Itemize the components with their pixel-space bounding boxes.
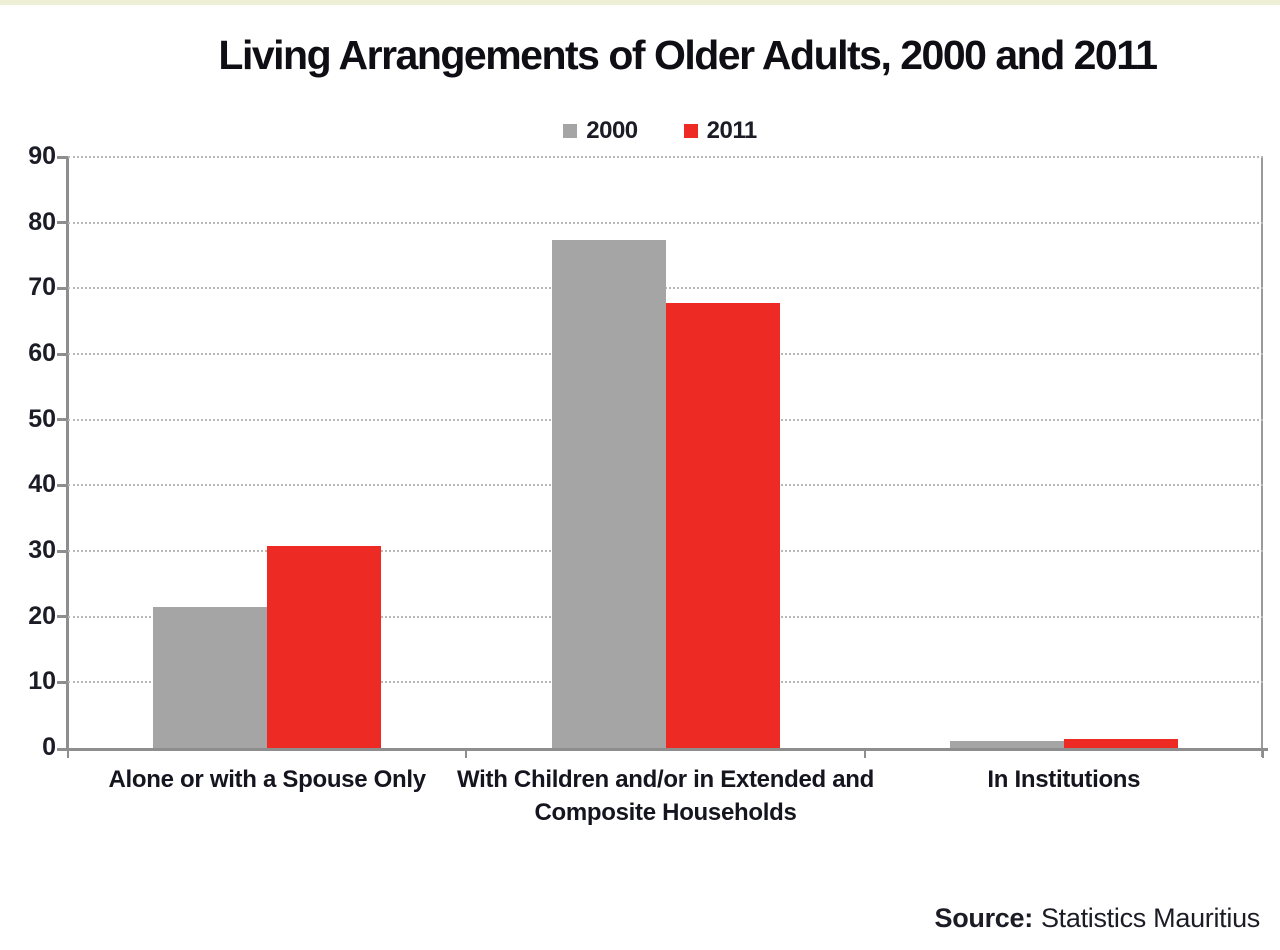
y-tick-mark-10 [57, 680, 68, 684]
bar-2000-category-2 [551, 240, 666, 748]
y-tick-mark-70 [57, 286, 68, 290]
y-tick-label-30: 30 [28, 536, 56, 564]
gridline-y-80 [68, 221, 1263, 224]
legend-item-2011: 2011 [683, 117, 758, 145]
bar-2011-category-2 [665, 303, 780, 748]
gridline-y-70 [68, 287, 1263, 290]
y-tick-label-10: 10 [28, 667, 56, 696]
y-tick-label-20: 20 [28, 601, 56, 630]
plot-right-border [1261, 157, 1263, 757]
chart-legend: 2000 2011 [0, 117, 1280, 145]
chart-title: Living Arrangements of Older Adults, 200… [218, 32, 1158, 78]
y-tick-label-40: 40 [28, 470, 56, 499]
y-tick-label-60: 60 [28, 339, 56, 367]
y-tick-mark-30 [57, 549, 68, 553]
source-text: Statistics Mauritius [1040, 903, 1260, 933]
top-accent-strip [0, 0, 1280, 5]
y-tick-mark-60 [57, 352, 68, 356]
legend-swatch-icon-2011 [683, 124, 698, 138]
bar-2000-category-3 [949, 741, 1064, 748]
x-tick-mark-0 [67, 748, 69, 758]
x-category-label-2: With Children and/or in Extended and Com… [457, 766, 874, 826]
y-tick-mark-20 [57, 615, 68, 619]
y-tick-label-70: 70 [28, 273, 56, 302]
x-tick-mark-1 [465, 748, 468, 758]
legend-swatch-icon-2000 [563, 124, 578, 138]
y-tick-label-0: 0 [42, 733, 56, 761]
x-axis-line [57, 748, 1268, 751]
y-tick-mark-90 [57, 155, 68, 159]
source-label: Source: [934, 903, 1034, 933]
bar-2011-category-3 [1063, 739, 1178, 748]
source-credit: Source: Statistics Mauritius [935, 903, 1261, 934]
y-tick-mark-50 [57, 418, 68, 422]
legend-item-2000: 2000 [563, 117, 638, 145]
y-axis-line [66, 157, 69, 751]
x-tick-mark-2 [863, 748, 866, 758]
legend-label-2000: 2000 [586, 117, 638, 144]
x-category-label-1: Alone or with a Spouse Only [108, 766, 427, 793]
y-tick-mark-40 [57, 483, 68, 487]
x-category-label-3: In Institutions [987, 766, 1141, 793]
x-tick-mark-3 [1262, 748, 1264, 758]
y-tick-label-90: 90 [28, 142, 56, 170]
bar-2011-category-1 [267, 546, 382, 748]
gridline-y-90 [68, 156, 1263, 158]
bar-2000-category-1 [153, 607, 268, 748]
y-tick-label-80: 80 [28, 207, 56, 236]
legend-label-2011: 2011 [706, 117, 758, 144]
y-tick-mark-80 [57, 221, 68, 225]
y-tick-label-50: 50 [28, 404, 56, 433]
